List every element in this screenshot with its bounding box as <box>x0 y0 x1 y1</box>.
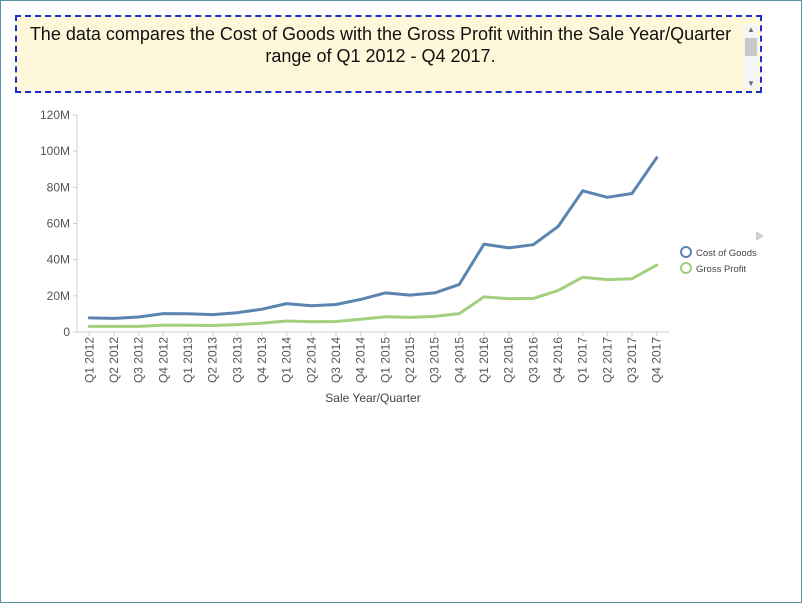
x-tick-label: Q4 2014 <box>354 337 368 383</box>
legend-label-gross-profit: Gross Profit <box>696 264 747 275</box>
data-point-gross-profit <box>483 296 485 298</box>
x-tick-label: Q4 2017 <box>650 337 664 383</box>
data-point-gross-profit <box>236 323 239 326</box>
data-point-gross-profit <box>211 324 214 327</box>
x-tick-label: Q3 2014 <box>329 337 343 383</box>
data-point-gross-profit <box>384 316 387 318</box>
data-point-cost-of-goods <box>655 156 658 159</box>
x-tick-label: Q1 2015 <box>378 337 392 383</box>
x-tick-label: Q1 2016 <box>477 337 491 383</box>
data-point-cost-of-goods <box>458 283 461 286</box>
summary-scrollbar[interactable]: ▲ ▼ <box>744 25 758 89</box>
data-point-cost-of-goods <box>137 316 140 318</box>
series-line-gross-profit <box>87 263 659 328</box>
x-axis-title: Sale Year/Quarter <box>325 391 420 405</box>
legend-label-cost-of-goods: Cost of Goods <box>696 248 757 259</box>
data-point-cost-of-goods <box>384 292 387 294</box>
data-point-cost-of-goods <box>631 192 633 195</box>
legend-marker-cost-of-goods <box>680 246 692 258</box>
data-point-cost-of-goods <box>581 190 584 192</box>
x-tick-label: Q4 2016 <box>551 337 565 383</box>
data-point-gross-profit <box>285 320 288 322</box>
data-point-gross-profit <box>359 318 362 321</box>
line-chart: 0 20M 40M 60M 80M 100M 120M Q1 2012 Q2 2012 Q3 20… <box>40 108 764 405</box>
data-point-cost-of-goods <box>310 305 313 307</box>
y-tick-label: 120M <box>40 108 70 122</box>
x-tick-label: Q3 2016 <box>526 337 540 383</box>
data-point-cost-of-goods <box>261 308 263 310</box>
triangle-right-icon[interactable] <box>756 231 764 241</box>
x-tick-label: Q2 2012 <box>107 337 121 383</box>
chart-series <box>87 156 659 328</box>
x-tick-label: Q2 2016 <box>502 337 516 383</box>
x-tick-label: Q3 2017 <box>625 337 639 383</box>
data-point-cost-of-goods <box>433 292 436 294</box>
chart-summary-text: The data compares the Cost of Goods with… <box>29 24 732 66</box>
data-point-gross-profit <box>409 316 411 319</box>
y-tick-label: 20M <box>47 289 70 303</box>
data-point-gross-profit <box>581 276 584 278</box>
x-tick-label: Q3 2013 <box>230 337 244 383</box>
data-point-gross-profit <box>162 324 165 326</box>
y-tick-label: 60M <box>47 217 70 231</box>
data-point-cost-of-goods <box>162 312 165 315</box>
data-point-gross-profit <box>433 315 436 318</box>
data-point-cost-of-goods <box>606 196 609 199</box>
scroll-thumb[interactable] <box>745 38 757 56</box>
data-point-gross-profit <box>458 312 461 315</box>
chart-summary-box: The data compares the Cost of Goods with… <box>15 15 762 93</box>
data-point-gross-profit <box>606 278 609 281</box>
data-point-gross-profit <box>187 324 189 327</box>
x-tick-label: Q1 2013 <box>181 337 195 383</box>
data-point-cost-of-goods <box>532 243 535 246</box>
y-tick-label: 0 <box>63 325 70 339</box>
series-line-cost-of-goods <box>87 156 659 320</box>
data-point-cost-of-goods <box>88 317 91 319</box>
x-tick-label: Q2 2017 <box>600 337 614 383</box>
data-point-cost-of-goods <box>211 313 214 316</box>
data-point-gross-profit <box>532 297 535 300</box>
data-point-cost-of-goods <box>285 302 288 305</box>
legend-marker-gross-profit <box>680 262 692 274</box>
x-tick-label: Q4 2013 <box>255 337 269 383</box>
data-point-gross-profit <box>655 264 658 266</box>
x-tick-label: Q1 2014 <box>280 337 294 383</box>
data-point-cost-of-goods <box>557 225 559 228</box>
x-tick-label: Q2 2014 <box>304 337 318 383</box>
y-tick-label: 80M <box>47 180 70 194</box>
data-point-gross-profit <box>310 320 313 323</box>
data-point-cost-of-goods <box>113 317 115 320</box>
data-point-gross-profit <box>113 325 115 328</box>
data-point-gross-profit <box>631 277 633 280</box>
data-point-cost-of-goods <box>483 243 485 245</box>
data-point-gross-profit <box>137 325 140 328</box>
x-tick-label: Q4 2015 <box>452 337 466 383</box>
x-tick-label: Q3 2012 <box>132 337 146 383</box>
data-point-gross-profit <box>335 320 337 323</box>
chart-axes: 0 20M 40M 60M 80M 100M 120M Q1 2012 Q2 2012 Q3 20… <box>40 108 669 383</box>
data-point-cost-of-goods <box>335 303 337 306</box>
data-point-cost-of-goods <box>359 298 362 301</box>
x-tick-label: Q2 2015 <box>403 337 417 383</box>
data-point-gross-profit <box>261 322 263 324</box>
data-point-cost-of-goods <box>187 312 189 315</box>
data-point-gross-profit <box>507 297 510 300</box>
chart-legend: Cost of Goods Gross Profit <box>680 231 764 275</box>
x-tick-label: Q1 2012 <box>82 337 96 383</box>
x-tick-label: Q3 2015 <box>428 337 442 383</box>
triangle-up-icon[interactable]: ▲ <box>747 25 755 34</box>
triangle-down-icon[interactable]: ▼ <box>747 79 755 88</box>
data-point-gross-profit <box>88 325 91 328</box>
data-point-cost-of-goods <box>236 311 239 314</box>
y-tick-label: 40M <box>47 253 70 267</box>
data-point-cost-of-goods <box>507 247 510 249</box>
x-tick-label: Q1 2017 <box>576 337 590 383</box>
y-tick-label: 100M <box>40 144 70 158</box>
data-point-cost-of-goods <box>409 294 411 296</box>
x-tick-label: Q2 2013 <box>206 337 220 383</box>
data-point-gross-profit <box>557 289 559 292</box>
x-tick-label: Q4 2012 <box>156 337 170 383</box>
